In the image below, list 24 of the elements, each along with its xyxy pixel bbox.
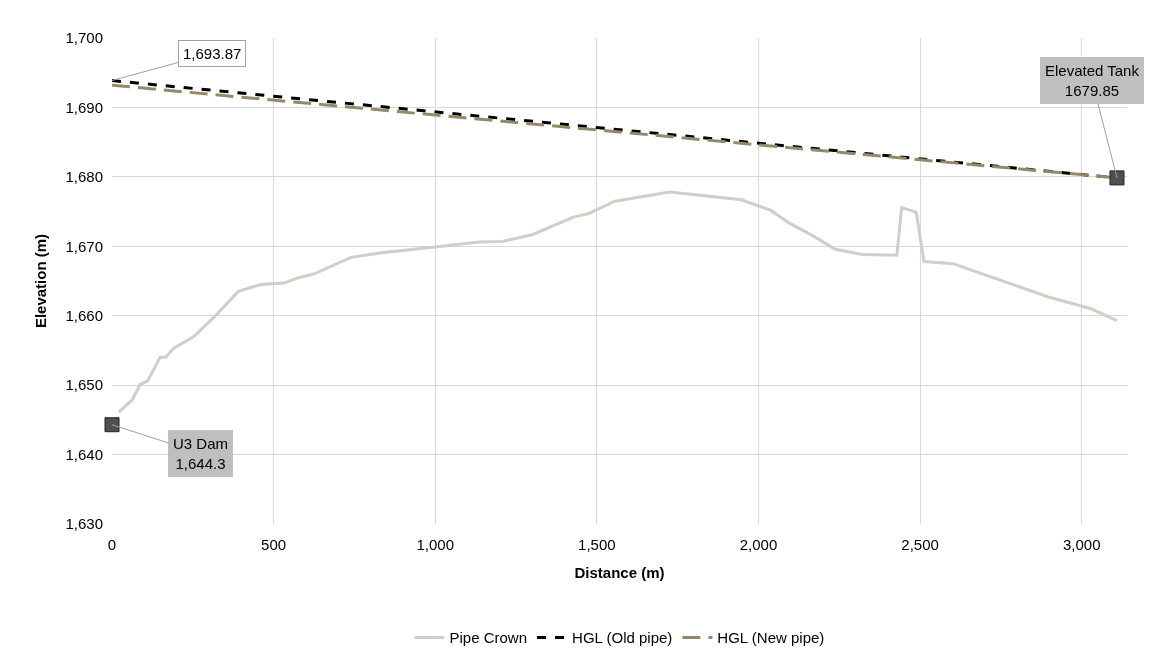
y-tick-label: 1,690	[65, 98, 103, 116]
y-tick-label: 1,660	[65, 306, 103, 324]
data-label: Elevated Tank 1679.85	[1045, 62, 1140, 99]
x-tick-label: 2,000	[739, 536, 778, 553]
x-tick-label: 1,500	[578, 536, 616, 553]
legend-label: HGL (New pipe)	[717, 629, 825, 647]
y-axis-title: Elevation (m)	[31, 233, 49, 329]
line-series	[117, 190, 1119, 414]
legend-label: Pipe Crown	[449, 629, 528, 647]
x-tick-label: 500	[261, 536, 287, 553]
legend-label: HGL (Old pipe)	[572, 629, 673, 647]
x-tick-label: 3,000	[1062, 536, 1101, 553]
y-tick-label: 1,670	[65, 237, 103, 255]
data-label: U3 Dam 1,644.3	[173, 435, 229, 472]
y-tick-label: 1,680	[65, 168, 103, 186]
y-tick-label: 1,700	[65, 29, 103, 47]
x-tick-label: 1,000	[416, 536, 455, 553]
x-axis-title: Distance (m)	[574, 564, 665, 581]
data-label: 1,693.87	[183, 45, 242, 62]
y-tick-label: 1,640	[65, 445, 103, 463]
x-tick-label: 0	[107, 536, 117, 553]
y-tick-label: 1,650	[65, 376, 103, 394]
x-tick-label: 2,500	[901, 536, 939, 553]
y-tick-label: 1,630	[65, 515, 103, 533]
